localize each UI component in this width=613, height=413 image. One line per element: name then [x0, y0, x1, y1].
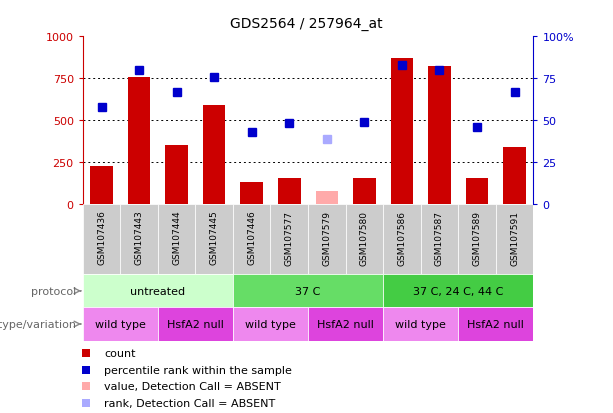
Bar	[233, 204, 270, 275]
Text: count: count	[104, 348, 135, 358]
Bar	[383, 275, 533, 308]
Bar	[278, 178, 300, 204]
Bar	[233, 308, 308, 341]
Text: GDS2564 / 257964_at: GDS2564 / 257964_at	[230, 17, 383, 31]
Text: wild type: wild type	[245, 319, 296, 329]
Text: protocol: protocol	[31, 286, 77, 296]
Text: GSM107444: GSM107444	[172, 210, 181, 265]
Bar	[458, 204, 496, 275]
Bar	[383, 204, 421, 275]
Bar	[90, 167, 113, 204]
Bar	[428, 67, 451, 204]
Text: GSM107587: GSM107587	[435, 210, 444, 265]
Text: HsfA2 null: HsfA2 null	[317, 319, 374, 329]
Text: GSM107579: GSM107579	[322, 210, 331, 265]
Text: HsfA2 null: HsfA2 null	[167, 319, 224, 329]
Bar	[308, 308, 383, 341]
Bar	[83, 204, 120, 275]
Bar	[503, 147, 526, 204]
Text: GSM107446: GSM107446	[247, 210, 256, 265]
Text: wild type: wild type	[395, 319, 446, 329]
Bar	[83, 275, 233, 308]
Bar	[466, 178, 488, 204]
Text: 37 C: 37 C	[295, 286, 321, 296]
Bar	[421, 204, 458, 275]
Bar	[196, 204, 233, 275]
Bar	[166, 146, 188, 204]
Bar	[308, 204, 346, 275]
Bar	[346, 204, 383, 275]
Bar	[203, 106, 226, 204]
Bar	[240, 183, 263, 204]
Text: GSM107586: GSM107586	[397, 210, 406, 265]
Text: GSM107589: GSM107589	[473, 210, 481, 265]
Text: untreated: untreated	[131, 286, 185, 296]
Bar	[128, 77, 150, 204]
Bar	[158, 308, 233, 341]
Text: genotype/variation: genotype/variation	[0, 319, 77, 329]
Bar	[496, 204, 533, 275]
Bar	[316, 191, 338, 204]
Text: 37 C, 24 C, 44 C: 37 C, 24 C, 44 C	[413, 286, 503, 296]
Text: value, Detection Call = ABSENT: value, Detection Call = ABSENT	[104, 381, 281, 392]
Bar	[270, 204, 308, 275]
Bar	[383, 308, 458, 341]
Bar	[158, 204, 196, 275]
Text: GSM107591: GSM107591	[510, 210, 519, 265]
Bar	[390, 59, 413, 204]
Text: rank, Detection Call = ABSENT: rank, Detection Call = ABSENT	[104, 398, 275, 408]
Text: GSM107580: GSM107580	[360, 210, 369, 265]
Text: percentile rank within the sample: percentile rank within the sample	[104, 365, 292, 375]
Text: HsfA2 null: HsfA2 null	[467, 319, 524, 329]
Text: GSM107577: GSM107577	[285, 210, 294, 265]
Bar	[233, 275, 383, 308]
Text: GSM107436: GSM107436	[97, 210, 106, 265]
Bar	[83, 308, 158, 341]
Text: GSM107443: GSM107443	[135, 210, 143, 265]
Text: GSM107445: GSM107445	[210, 210, 219, 265]
Bar	[353, 178, 376, 204]
Text: wild type: wild type	[95, 319, 146, 329]
Bar	[120, 204, 158, 275]
Bar	[458, 308, 533, 341]
